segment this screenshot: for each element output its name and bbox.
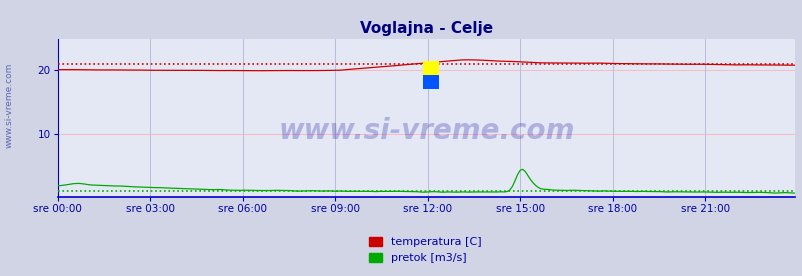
Text: www.si-vreme.com: www.si-vreme.com — [277, 117, 574, 145]
Title: Voglajna - Celje: Voglajna - Celje — [359, 21, 492, 36]
Legend: temperatura [C], pretok [m3/s]: temperatura [C], pretok [m3/s] — [364, 232, 486, 268]
FancyBboxPatch shape — [422, 75, 439, 89]
Text: www.si-vreme.com: www.si-vreme.com — [4, 62, 14, 148]
FancyBboxPatch shape — [422, 61, 439, 75]
